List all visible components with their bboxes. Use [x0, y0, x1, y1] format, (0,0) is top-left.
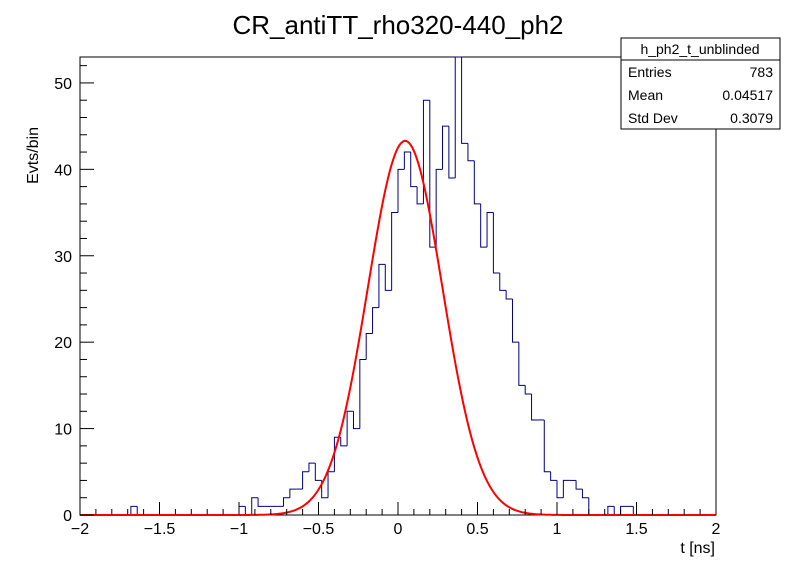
histogram-bin: [613, 506, 621, 516]
histogram-bin: [588, 497, 596, 516]
x-axis-label: t [ns]: [680, 540, 715, 557]
histogram-bin: [359, 358, 367, 429]
histogram-bin: [238, 505, 246, 515]
x-tick-label: 1.5: [625, 521, 647, 538]
histogram-bin: [410, 152, 418, 188]
x-axis-ticks: −2 −1.5 −1 −0.5 0 0.5 1 1.5 2: [71, 502, 721, 538]
stats-box-frame: [620, 37, 781, 130]
histogram-bin: [289, 488, 297, 498]
histogram-bin: [244, 506, 252, 516]
stats-box: h_ph2_t_unblinded Entries 783 Mean 0.045…: [620, 37, 781, 130]
y-tick-label: 50: [54, 76, 72, 93]
histogram-bin: [607, 505, 615, 515]
x-tick-label: −1: [230, 521, 248, 538]
histogram-bin: [492, 212, 500, 274]
stats-stddev-value: 0.3079: [730, 110, 773, 126]
histogram-bin: [486, 212, 494, 248]
histogram-bin: [480, 203, 488, 248]
histogram-bin: [251, 497, 259, 515]
histogram-bin: [378, 263, 386, 308]
stats-mean-value: 0.04517: [722, 87, 773, 103]
y-tick-label: 0: [63, 508, 72, 525]
histogram-bin: [524, 385, 532, 395]
histogram-bin: [391, 212, 398, 291]
histogram-bin: [308, 462, 316, 472]
histogram-bin: [327, 471, 335, 498]
stats-entries-value: 783: [750, 64, 774, 80]
histogram-bin: [454, 56, 462, 178]
y-tick-label: 30: [54, 249, 72, 266]
histogram-bin: [302, 471, 309, 490]
histogram-bin: [346, 410, 354, 446]
histogram-bin: [442, 125, 449, 170]
histogram-bin: [575, 480, 583, 490]
histogram-bin: [435, 168, 443, 248]
histogram-bin: [620, 505, 627, 515]
histogram-bin: [499, 273, 507, 291]
stats-box-name: h_ph2_t_unblinded: [640, 41, 759, 57]
histogram-bin: [562, 479, 570, 498]
histogram-bin: [550, 471, 557, 481]
histogram-bin: [422, 99, 430, 204]
histogram-bin: [473, 160, 481, 205]
histogram-bin: [511, 298, 519, 343]
y-tick-label: 20: [54, 335, 72, 352]
histogram-bin: [130, 505, 138, 515]
histogram-bin: [461, 57, 468, 144]
gaussian-fit-curve: [80, 139, 716, 516]
y-axis-ticks: 0 10 20 30 40 50: [54, 65, 94, 525]
histogram-bin: [365, 333, 373, 360]
x-tick-label: 0: [394, 521, 403, 538]
y-axis-label: Evts/bin: [25, 127, 42, 184]
histogram-bin: [448, 126, 456, 179]
histogram-bin: [543, 419, 551, 473]
histogram-bin: [416, 186, 424, 205]
stats-stddev-label: Std Dev: [628, 110, 678, 126]
histogram-bin: [314, 463, 322, 481]
histogram-bin: [257, 497, 265, 507]
chart-title: CR_antiTT_rho320-440_ph2: [233, 10, 564, 40]
histogram-bin: [467, 143, 475, 162]
histogram-bin: [403, 151, 411, 170]
x-tick-label: 1: [553, 521, 562, 538]
histogram-bin: [518, 342, 526, 386]
histogram-bin: [429, 100, 437, 248]
histogram-bin: [283, 497, 290, 507]
histogram-bin: [372, 307, 379, 334]
stats-entries-label: Entries: [628, 64, 672, 80]
histogram-bin: [531, 394, 538, 421]
stats-mean-label: Mean: [628, 87, 663, 103]
x-tick-label: 0.5: [466, 521, 488, 538]
x-tick-label: −0.5: [303, 521, 335, 538]
histogram-bin: [397, 168, 405, 213]
histogram-bin: [581, 489, 589, 499]
histogram-bin: [505, 290, 513, 300]
histogram-bin: [384, 264, 392, 291]
histogram-bin: [556, 480, 564, 499]
histogram-bin: [352, 411, 360, 430]
x-tick-label: −2: [71, 521, 89, 538]
x-tick-label: 2: [712, 521, 721, 538]
y-tick-label: 40: [54, 162, 72, 179]
x-tick-label: −1.5: [144, 521, 176, 538]
histogram-bin: [321, 480, 329, 499]
histogram-bin: [340, 437, 348, 447]
histogram-bin: [136, 506, 144, 516]
y-tick-label: 10: [54, 422, 72, 439]
